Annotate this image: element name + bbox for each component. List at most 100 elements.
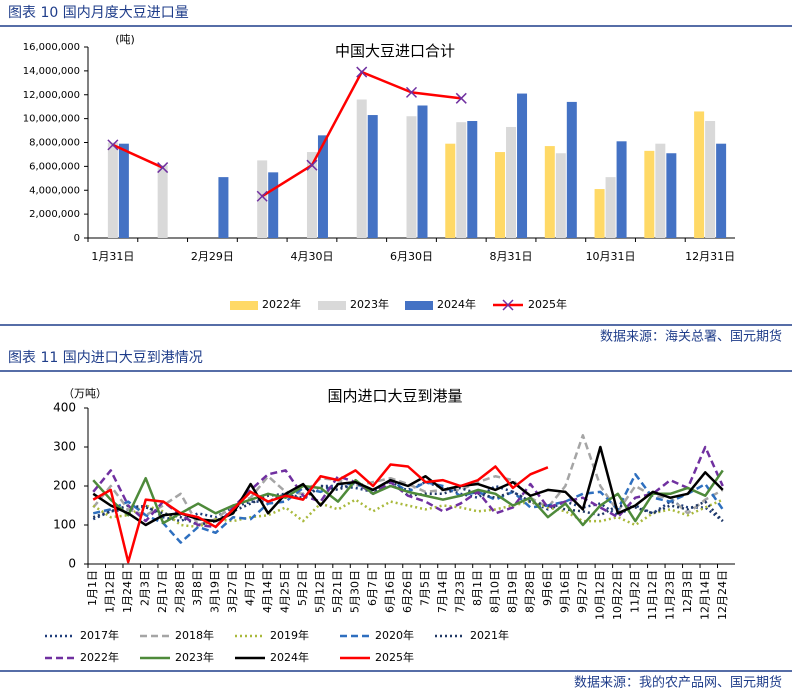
x-tick-label: 10月31日 — [586, 250, 636, 263]
y-tick-label: 400 — [53, 401, 76, 415]
marker — [306, 159, 318, 171]
legend-swatch — [230, 301, 258, 310]
legend-label: 2025年 — [375, 650, 414, 664]
bar — [157, 165, 168, 238]
line — [92, 498, 724, 529]
legend-swatch — [502, 299, 514, 311]
bar — [694, 111, 705, 238]
y-tick-label: 0 — [74, 233, 80, 244]
legend-swatch — [405, 301, 433, 310]
bar — [406, 116, 417, 238]
y-tick-label: 300 — [53, 440, 76, 454]
legend-label: 2024年 — [437, 297, 476, 311]
bar — [605, 177, 616, 238]
x-tick-label: 4月25日 — [279, 570, 292, 613]
y-unit: （万吨） — [63, 387, 107, 400]
y-tick-label: 12,000,000 — [23, 90, 80, 101]
x-tick-label: 11月12日 — [646, 570, 659, 620]
bar — [517, 93, 528, 239]
marker — [107, 139, 119, 151]
marker — [405, 86, 418, 98]
bar — [306, 152, 317, 238]
x-tick-label: 8月1日 — [471, 570, 484, 606]
bar — [644, 150, 655, 238]
y-unit: (吨) — [115, 33, 135, 46]
bar — [655, 143, 666, 238]
x-tick-label: 1月1日 — [86, 570, 99, 606]
x-tick-label: 2月29日 — [191, 250, 234, 263]
x-tick-label: 2月17日 — [156, 570, 169, 613]
bar — [367, 115, 378, 238]
x-tick-label: 1月12日 — [104, 570, 117, 613]
x-tick-label: 4月30日 — [290, 250, 333, 263]
x-tick-label: 8月28日 — [523, 570, 536, 613]
x-tick-label: 3月8日 — [191, 570, 204, 606]
bar — [417, 105, 428, 239]
legend-label: 2018年 — [175, 628, 214, 642]
x-tick-label: 1月31日 — [91, 250, 134, 263]
legend-label: 2021年 — [470, 628, 509, 642]
legend-label: 2022年 — [262, 297, 301, 311]
bar — [566, 101, 577, 238]
bar — [616, 141, 627, 238]
line — [92, 445, 724, 527]
bar — [495, 152, 506, 238]
x-tick-label: 5月2日 — [296, 570, 309, 606]
x-tick-label: 12月31日 — [685, 250, 735, 263]
y-tick-label: 10,000,000 — [23, 114, 80, 125]
bar — [268, 172, 279, 238]
bar — [506, 126, 517, 238]
x-tick-label: 10月12日 — [593, 570, 606, 620]
y-tick-label: 6,000,000 — [29, 161, 80, 172]
chart-title: 国内进口大豆到港量 — [327, 387, 462, 405]
x-tick-label: 10月22日 — [611, 570, 624, 620]
x-tick-label: 6月16日 — [384, 570, 397, 613]
bar — [317, 135, 328, 238]
x-tick-label: 4月7日 — [244, 570, 257, 606]
x-tick-label: 7月14日 — [436, 570, 449, 613]
marker — [455, 92, 467, 104]
x-tick-label: 7月23日 — [453, 570, 466, 613]
marker — [256, 190, 268, 202]
y-tick-label: 14,000,000 — [23, 66, 80, 77]
bar — [218, 177, 229, 238]
source: 数据来源：海关总署、国元期货 — [600, 329, 782, 345]
y-tick-label: 4,000,000 — [29, 185, 80, 196]
x-tick-label: 9月16日 — [558, 570, 571, 613]
x-tick-label: 11月2日 — [628, 570, 641, 613]
y-tick-label: 200 — [53, 479, 76, 493]
bar — [356, 99, 367, 239]
line — [92, 445, 724, 529]
y-tick-label: 0 — [68, 557, 76, 571]
bar — [555, 153, 566, 238]
legend-label: 2025年 — [528, 297, 567, 311]
y-tick-label: 100 — [53, 518, 76, 532]
caption: 图表 10 国内月度大豆进口量 — [8, 5, 189, 21]
marker — [356, 66, 368, 78]
caption: 图表 11 国内进口大豆到港情况 — [8, 350, 203, 366]
x-tick-label: 3月27日 — [226, 570, 239, 613]
bar — [594, 189, 605, 238]
bar — [544, 146, 555, 238]
x-tick-label: 12月24日 — [716, 570, 729, 620]
legend-swatch — [318, 301, 346, 310]
line — [92, 463, 549, 564]
bar — [705, 121, 716, 238]
legend-label: 2023年 — [175, 650, 214, 664]
x-tick-label: 12月3日 — [681, 570, 694, 613]
x-tick-label: 2月3日 — [139, 570, 152, 606]
bar — [467, 121, 478, 238]
bar — [666, 153, 677, 238]
legend-label: 2017年 — [80, 628, 119, 642]
x-tick-label: 7月5日 — [418, 570, 431, 606]
y-tick-label: 2,000,000 — [29, 209, 80, 220]
legend-label: 2020年 — [375, 628, 414, 642]
x-tick-label: 11月23日 — [663, 570, 676, 620]
x-tick-label: 6月7日 — [366, 570, 379, 606]
x-tick-label: 2月28日 — [174, 570, 187, 613]
source: 数据来源：我的农产品网、国元期货 — [574, 675, 782, 691]
bar — [118, 143, 129, 238]
bar — [456, 122, 467, 238]
bar — [445, 143, 456, 238]
